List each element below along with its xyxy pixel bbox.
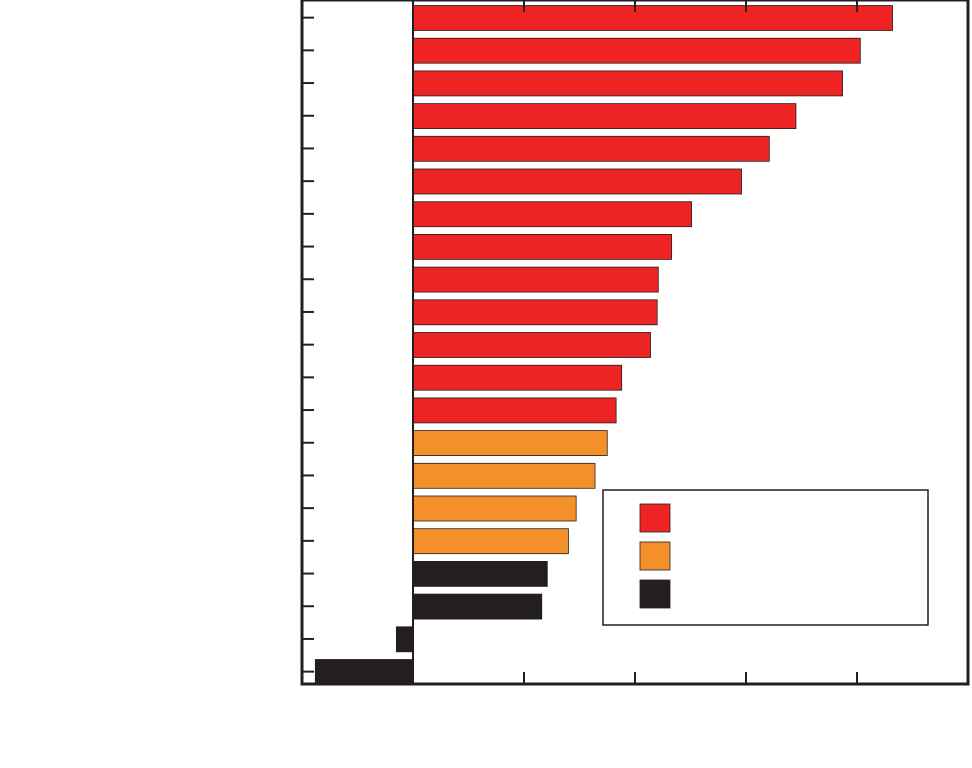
bars-group	[314, 5, 893, 685]
x-axis-ticks	[412, 0, 858, 684]
bar-3	[412, 70, 843, 97]
bar-16	[412, 495, 577, 522]
bar-18	[412, 561, 548, 587]
bar-2	[412, 37, 861, 64]
bar-21	[314, 659, 414, 685]
legend-swatch-2	[639, 541, 671, 571]
bar-6	[412, 168, 742, 195]
bar-4	[412, 103, 797, 129]
bar-12	[412, 364, 623, 391]
bar-9	[412, 266, 659, 293]
bar-7	[412, 201, 693, 228]
legend-swatch-1	[639, 503, 671, 533]
y-axis-ticks	[302, 16, 314, 673]
bar-11	[412, 332, 651, 358]
bar-15	[412, 462, 596, 489]
bar-19	[412, 593, 543, 620]
bar-20	[395, 626, 414, 653]
bar-1	[412, 5, 893, 31]
legend-swatch-3	[639, 579, 671, 609]
bar-13	[412, 397, 617, 424]
bar-14	[412, 430, 608, 457]
bar-5	[412, 135, 770, 162]
bar-17	[412, 528, 569, 555]
legend	[602, 489, 929, 626]
bar-10	[412, 299, 658, 326]
bar-8	[412, 233, 673, 260]
